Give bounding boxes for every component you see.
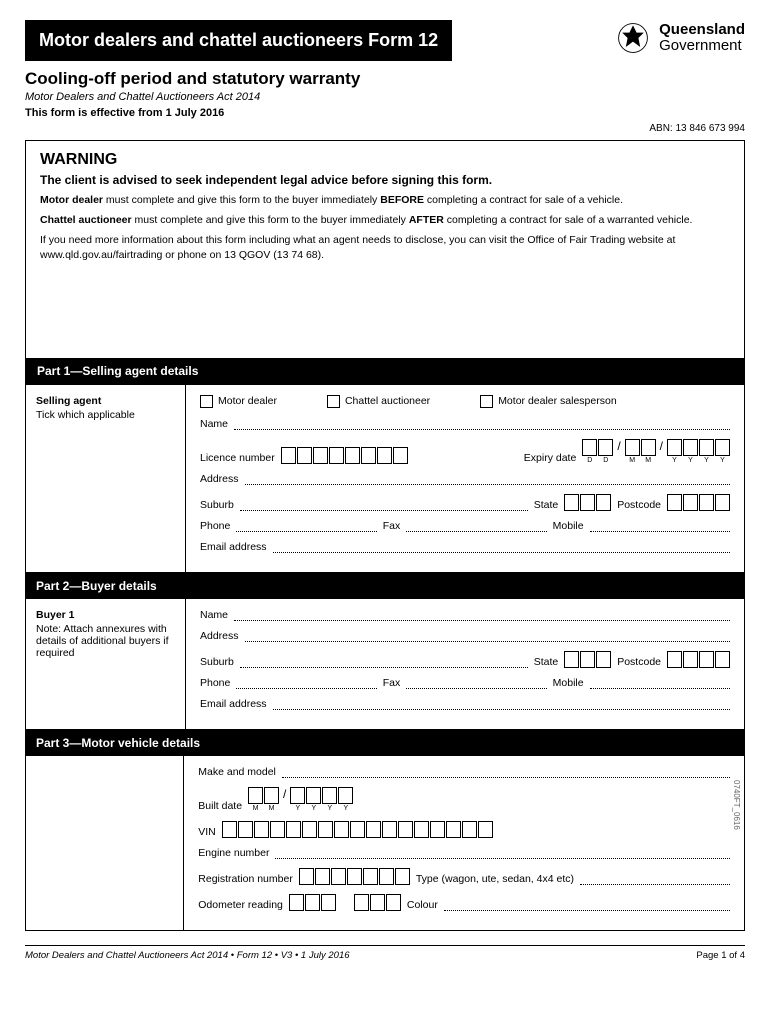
header: Motor dealers and chattel auctioneers Fo… bbox=[25, 20, 745, 61]
phone-label: Phone bbox=[200, 520, 230, 532]
warning-title: WARNING bbox=[40, 151, 730, 169]
act-line: Motor Dealers and Chattel Auctioneers Ac… bbox=[25, 91, 745, 103]
opt2-label: Chattel auctioneer bbox=[345, 395, 430, 407]
address-input[interactable] bbox=[245, 474, 730, 485]
part2-bar: Part 2—Buyer details bbox=[25, 573, 745, 599]
b-postcode-boxes[interactable] bbox=[667, 651, 730, 668]
b-address-label: Address bbox=[200, 630, 239, 642]
state-boxes[interactable] bbox=[564, 494, 611, 511]
abn-line: ABN: 13 846 673 994 bbox=[25, 123, 745, 134]
crest-icon bbox=[615, 20, 651, 56]
warning-box: WARNING The client is advised to seek in… bbox=[25, 140, 745, 385]
b-state-label: State bbox=[534, 656, 559, 668]
b-suburb-input[interactable] bbox=[240, 657, 528, 668]
part3-body: Make and model Built date M M / Y Y Y Y … bbox=[25, 756, 745, 931]
part3-bar: Part 3—Motor vehicle details bbox=[25, 730, 745, 756]
b-name-label: Name bbox=[200, 609, 228, 621]
reg-label: Registration number bbox=[198, 873, 293, 885]
postcode-boxes[interactable] bbox=[667, 494, 730, 511]
warning-p1: Motor dealer must complete and give this… bbox=[40, 193, 730, 207]
b-mobile-input[interactable] bbox=[590, 678, 730, 689]
warning-subtitle: The client is advised to seek independen… bbox=[40, 173, 730, 187]
part2-label: Buyer 1 bbox=[36, 609, 175, 621]
built-boxes[interactable]: M M / Y Y Y Y bbox=[248, 787, 353, 812]
vin-boxes[interactable] bbox=[222, 821, 493, 838]
vin-label: VIN bbox=[198, 826, 216, 838]
suburb-input[interactable] bbox=[240, 500, 528, 511]
odo-boxes2[interactable] bbox=[354, 894, 401, 911]
address-label: Address bbox=[200, 473, 239, 485]
effective-line: This form is effective from 1 July 2016 bbox=[25, 107, 745, 119]
name-input[interactable] bbox=[234, 419, 730, 430]
b-suburb-label: Suburb bbox=[200, 656, 234, 668]
phone-input[interactable] bbox=[236, 521, 376, 532]
fax-label: Fax bbox=[383, 520, 401, 532]
odo-label: Odometer reading bbox=[198, 899, 283, 911]
mobile-input[interactable] bbox=[590, 521, 730, 532]
part1-body: Selling agent Tick which applicable Moto… bbox=[25, 385, 745, 573]
gov-logo: Queensland Government bbox=[615, 20, 745, 56]
reg-boxes[interactable] bbox=[299, 868, 410, 885]
engine-input[interactable] bbox=[275, 848, 730, 859]
b-fax-input[interactable] bbox=[406, 678, 546, 689]
checkbox-motor-dealer[interactable] bbox=[200, 395, 213, 408]
checkbox-salesperson[interactable] bbox=[480, 395, 493, 408]
mobile-label: Mobile bbox=[553, 520, 584, 532]
footer: Motor Dealers and Chattel Auctioneers Ac… bbox=[25, 945, 745, 961]
b-name-input[interactable] bbox=[234, 610, 730, 621]
name-label: Name bbox=[200, 418, 228, 430]
postcode-label: Postcode bbox=[617, 499, 661, 511]
b-mobile-label: Mobile bbox=[553, 677, 584, 689]
b-address-input[interactable] bbox=[245, 631, 730, 642]
part1-label: Selling agent bbox=[36, 395, 175, 407]
email-label: Email address bbox=[200, 541, 267, 553]
b-fax-label: Fax bbox=[383, 677, 401, 689]
part1-bar: Part 1—Selling agent details bbox=[26, 358, 744, 384]
b-state-boxes[interactable] bbox=[564, 651, 611, 668]
opt3-label: Motor dealer salesperson bbox=[498, 395, 616, 407]
type-input[interactable] bbox=[580, 874, 730, 885]
expiry-boxes[interactable]: D D / M M / Y Y Y Y bbox=[582, 439, 730, 464]
b-phone-input[interactable] bbox=[236, 678, 376, 689]
engine-label: Engine number bbox=[198, 847, 269, 859]
built-label: Built date bbox=[198, 800, 242, 812]
b-email-label: Email address bbox=[200, 698, 267, 710]
make-input[interactable] bbox=[282, 767, 730, 778]
footer-left: Motor Dealers and Chattel Auctioneers Ac… bbox=[25, 950, 350, 961]
footer-right: Page 1 of 4 bbox=[696, 950, 745, 961]
logo-bottom: Government bbox=[659, 38, 745, 55]
type-label: Type (wagon, ute, sedan, 4x4 etc) bbox=[416, 873, 574, 885]
logo-top: Queensland bbox=[659, 22, 745, 39]
part1-hint: Tick which applicable bbox=[36, 409, 175, 421]
warning-p2: Chattel auctioneer must complete and giv… bbox=[40, 213, 730, 227]
b-email-input[interactable] bbox=[273, 699, 730, 710]
colour-label: Colour bbox=[407, 899, 438, 911]
part2-hint: Note: Attach annexures with details of a… bbox=[36, 623, 175, 659]
licence-boxes[interactable] bbox=[281, 447, 408, 464]
part2-body: Buyer 1 Note: Attach annexures with deta… bbox=[25, 599, 745, 730]
odo-boxes[interactable] bbox=[289, 894, 336, 911]
expiry-label: Expiry date bbox=[524, 452, 577, 464]
make-label: Make and model bbox=[198, 766, 276, 778]
fax-input[interactable] bbox=[406, 521, 546, 532]
side-code: 0740FT_0616 bbox=[732, 780, 741, 830]
colour-input[interactable] bbox=[444, 900, 730, 911]
b-postcode-label: Postcode bbox=[617, 656, 661, 668]
agent-type-checks: Motor dealer Chattel auctioneer Motor de… bbox=[200, 395, 730, 408]
warning-p3: If you need more information about this … bbox=[40, 233, 730, 261]
checkbox-chattel[interactable] bbox=[327, 395, 340, 408]
state-label: State bbox=[534, 499, 559, 511]
form-title-bar: Motor dealers and chattel auctioneers Fo… bbox=[25, 20, 452, 61]
subtitle: Cooling-off period and statutory warrant… bbox=[25, 69, 745, 89]
opt1-label: Motor dealer bbox=[218, 395, 277, 407]
suburb-label: Suburb bbox=[200, 499, 234, 511]
email-input[interactable] bbox=[273, 542, 730, 553]
b-phone-label: Phone bbox=[200, 677, 230, 689]
licence-label: Licence number bbox=[200, 452, 275, 464]
